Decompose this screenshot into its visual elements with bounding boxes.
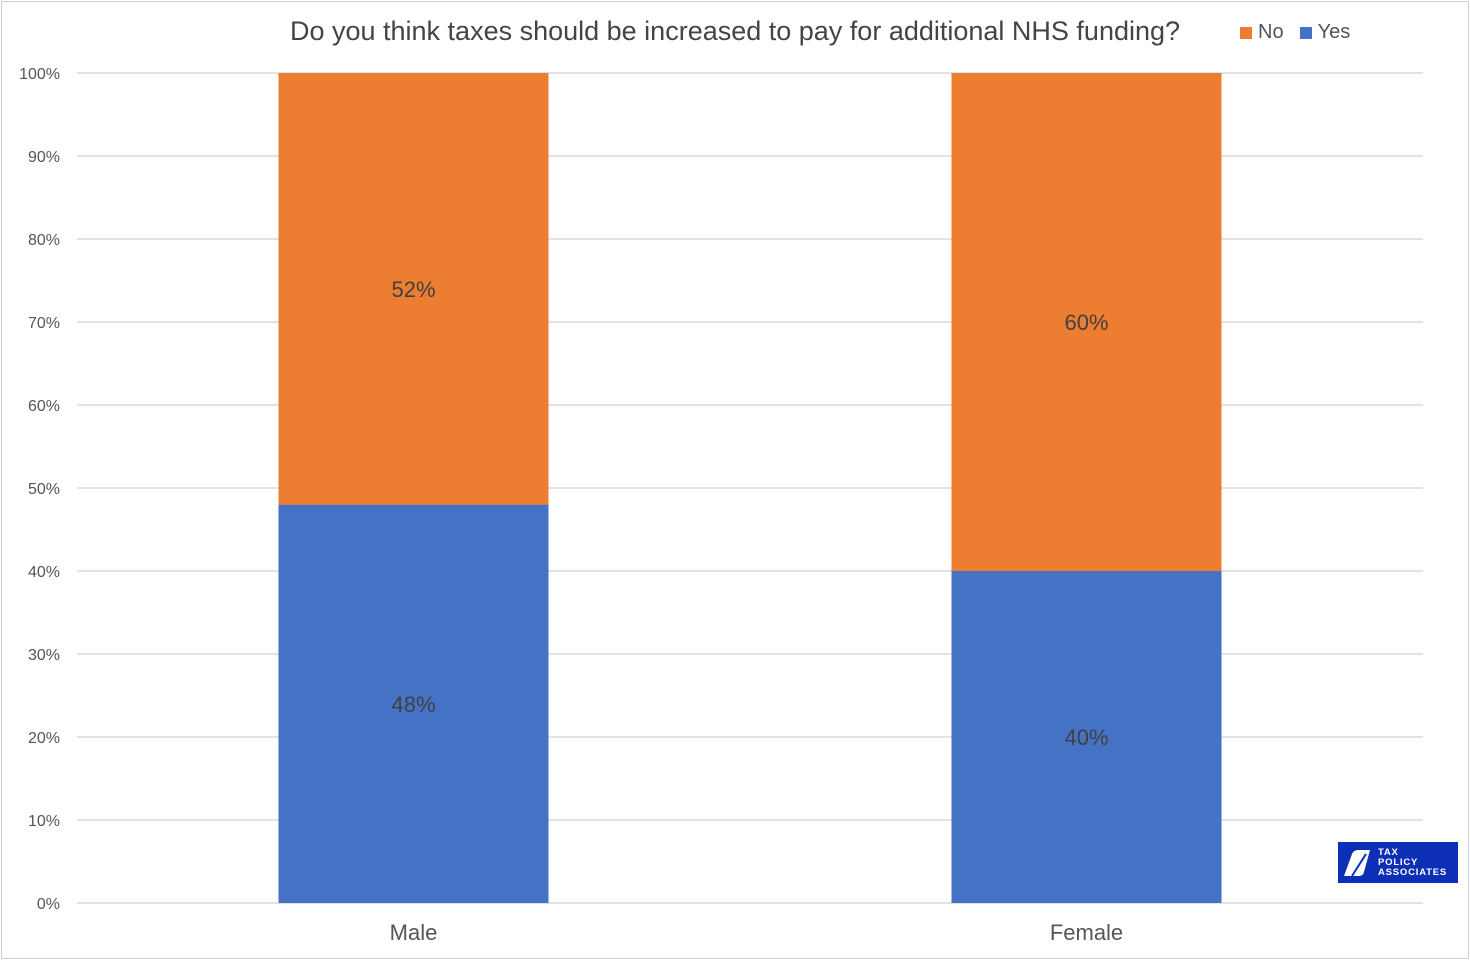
logo-mark-icon — [1344, 850, 1370, 877]
data-label: 52% — [391, 277, 435, 302]
data-label: 48% — [391, 692, 435, 717]
legend-item-no: No — [1240, 21, 1284, 44]
legend-item-yes: Yes — [1299, 21, 1351, 44]
y-tick-label: 0% — [37, 896, 60, 913]
bar-no — [951, 73, 1222, 571]
y-tick-label: 10% — [28, 813, 60, 830]
y-tick-label: 30% — [28, 647, 60, 664]
x-tick-label: Male — [390, 920, 438, 945]
data-label: 60% — [1064, 310, 1108, 335]
bar-yes — [951, 571, 1222, 903]
y-tick-label: 20% — [28, 730, 60, 747]
y-tick-label: 60% — [28, 398, 60, 415]
logo-text: TAX POLICY ASSOCIATES — [1378, 847, 1448, 878]
y-tick-label: 70% — [28, 315, 60, 332]
legend-label-no: No — [1258, 21, 1284, 43]
x-tick-label: Female — [1050, 920, 1123, 945]
y-tick-label: 50% — [28, 481, 60, 498]
tax-policy-associates-logo: TAX POLICY ASSOCIATES — [1338, 842, 1458, 883]
legend: No Yes — [1240, 21, 1350, 44]
legend-swatch-no — [1240, 26, 1252, 39]
y-tick-label: 40% — [28, 564, 60, 581]
y-tick-label: 80% — [28, 232, 60, 249]
bar-yes — [278, 504, 549, 903]
y-tick-label: 90% — [28, 149, 60, 166]
legend-swatch-yes — [1299, 26, 1312, 39]
bar-no — [278, 73, 549, 505]
y-tick-label: 100% — [19, 66, 60, 83]
chart-title: Do you think taxes should be increased t… — [289, 16, 1181, 46]
data-label: 40% — [1064, 725, 1108, 750]
legend-label-yes: Yes — [1317, 21, 1351, 43]
